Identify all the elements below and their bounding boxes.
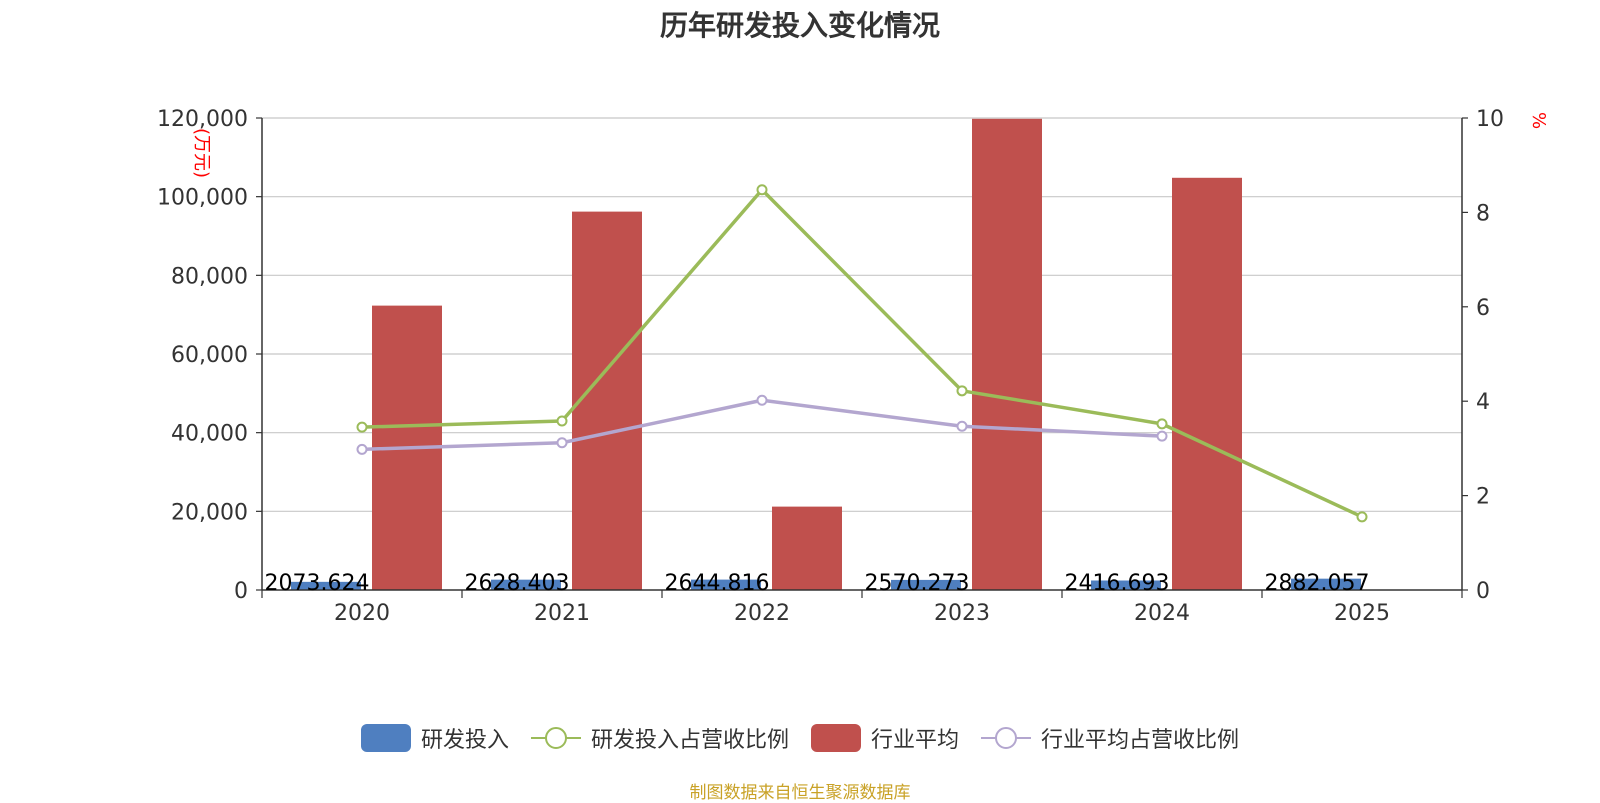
point-rd-ratio (556, 415, 568, 427)
point-industry-ratio (356, 443, 368, 455)
y-right-tick-label: 4 (1476, 390, 1490, 415)
x-tick-label: 2022 (734, 601, 790, 626)
legend-item-rd-ratio[interactable]: 研发投入占营收比例 (530, 722, 789, 754)
legend-swatch-industry (811, 724, 861, 752)
y-left-tick-label: 20,000 (171, 500, 248, 525)
y-right-tick-label: 2 (1476, 485, 1490, 510)
y-right-tick-label: 0 (1476, 579, 1490, 604)
y-right-tick-label: 8 (1476, 201, 1490, 226)
x-tick-label: 2024 (1134, 601, 1190, 626)
point-industry-ratio (1156, 430, 1168, 442)
y-left-tick-label: 60,000 (171, 343, 248, 368)
bar-industry (572, 211, 642, 590)
legend-item-rd[interactable]: 研发投入 (360, 722, 509, 754)
point-rd-ratio (1356, 511, 1368, 523)
point-rd-ratio (1156, 418, 1168, 430)
point-industry-ratio (756, 394, 768, 406)
x-tick-label: 2021 (534, 601, 590, 626)
y-left-axis-label: (万元) (191, 128, 212, 178)
x-tick-label: 2023 (934, 601, 990, 626)
y-left-tick-label: 0 (234, 579, 248, 604)
data-label-rd: 2628.403 (465, 571, 570, 596)
bar-industry (772, 506, 842, 590)
bar-rd (291, 581, 361, 590)
point-industry-ratio (956, 420, 968, 432)
data-label-rd: 2570.273 (865, 571, 970, 596)
y-right-axis-label: % (1528, 112, 1549, 129)
data-label-rd: 2416.693 (1065, 571, 1170, 596)
line-rd-ratio (361, 187, 1363, 519)
legend-swatch-rd-ratio (530, 727, 581, 749)
legend-label-industry-ratio: 行业平均占营收比例 (1041, 728, 1240, 753)
data-source-note: 制图数据来自恒生聚源数据库 (689, 783, 911, 803)
data-label-rd: 2644.816 (665, 571, 770, 596)
bar-industry (972, 118, 1042, 590)
bar-rd (1291, 578, 1361, 590)
bar-rd (691, 579, 761, 590)
bar-industry (1172, 177, 1242, 590)
point-rd-ratio (356, 421, 368, 433)
bar-rd (491, 579, 561, 590)
legend-swatch-rd (360, 724, 411, 752)
legend-label-industry: 行业平均 (871, 728, 960, 753)
legend-swatch-industry-ratio (981, 727, 1032, 749)
y-right-tick-label: 6 (1476, 296, 1490, 321)
legend-label-rd: 研发投入 (420, 728, 509, 753)
x-tick-label: 2025 (1334, 601, 1390, 626)
y-left-tick-label: 120,000 (157, 107, 248, 132)
y-left-tick-label: 80,000 (171, 264, 248, 289)
data-label-rd: 2073.624 (265, 571, 370, 596)
legend-item-industry-ratio[interactable]: 行业平均占营收比例 (981, 722, 1239, 754)
bar-rd (1091, 580, 1161, 590)
data-label-rd: 2882.057 (1265, 571, 1370, 596)
legend-label-rd-ratio: 研发投入占营收比例 (590, 728, 789, 753)
legend: 研发投入 研发投入占营收比例 行业平均 行业平均占营收比例 (0, 718, 1600, 758)
legend-item-industry[interactable]: 行业平均 (811, 722, 959, 754)
bar-rd (891, 579, 961, 590)
y-left-tick-label: 40,000 (171, 422, 248, 447)
chart: 0 20,000 40,000 60,000 80,000 100,000 120,000 0… (157, 107, 1549, 626)
chart-title: 历年研发投入变化情况 (659, 9, 940, 42)
y-left-tick-label: 100,000 (157, 186, 248, 211)
point-rd-ratio (756, 184, 768, 196)
point-industry-ratio (556, 437, 568, 449)
point-rd-ratio (956, 385, 968, 397)
y-right-tick-label: 10 (1476, 107, 1504, 132)
x-tick-label: 2020 (334, 601, 390, 626)
